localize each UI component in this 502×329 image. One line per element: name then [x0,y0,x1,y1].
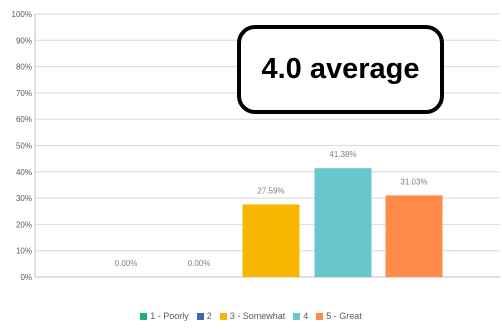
legend-item: 5 - Great [316,311,362,321]
bar-data-label: 31.03% [400,177,427,186]
y-tick-label: 100% [12,10,32,19]
y-tick-label: 40% [16,168,32,177]
legend-swatch [140,312,148,320]
legend-swatch [219,312,227,320]
bar [242,204,300,277]
data-labels: 0.00% 0.00% 27.59% 41.38% 31.03% [115,150,428,268]
average-callout: 4.0 average [237,25,444,114]
legend-label: 5 - Great [326,311,362,321]
legend-item: 1 - Poorly [140,311,189,321]
y-tick-label: 60% [16,115,32,124]
legend-label: 1 - Poorly [150,311,189,321]
bar-data-label: 0.00% [188,259,211,268]
legend-item: 4 [293,311,308,321]
legend-swatch [316,312,324,320]
y-tick-label: 50% [16,142,32,151]
y-tick-label: 70% [16,89,32,98]
y-tick-label: 80% [16,63,32,72]
y-tick-label: 90% [16,36,32,45]
y-tick-label: 10% [16,247,32,256]
y-tick-label: 20% [16,220,32,229]
legend-label: 2 [206,311,212,321]
legend-item: 2 [196,311,212,321]
bar [385,195,443,277]
legend-item: 3 - Somewhat [219,311,286,321]
legend: 1 - Poorly 2 3 - Somewhat 4 5 - Great [0,311,502,321]
bar-data-label: 41.38% [329,150,356,159]
y-tick-label: 0% [20,273,32,282]
y-axis-ticks: 0% 10% 20% 30% 40% 50% 60% 70% 80% 90% 100% [12,10,32,282]
legend-label: 4 [303,311,309,321]
bar-data-label: 27.59% [257,186,284,195]
legend-swatch [293,312,301,320]
bar-data-label: 0.00% [115,259,138,268]
bar [314,168,372,277]
legend-swatch [196,312,204,320]
legend-label: 3 - Somewhat [229,311,286,321]
average-callout-text: 4.0 average [261,53,420,85]
bars [242,168,443,277]
y-tick-label: 30% [16,194,32,203]
